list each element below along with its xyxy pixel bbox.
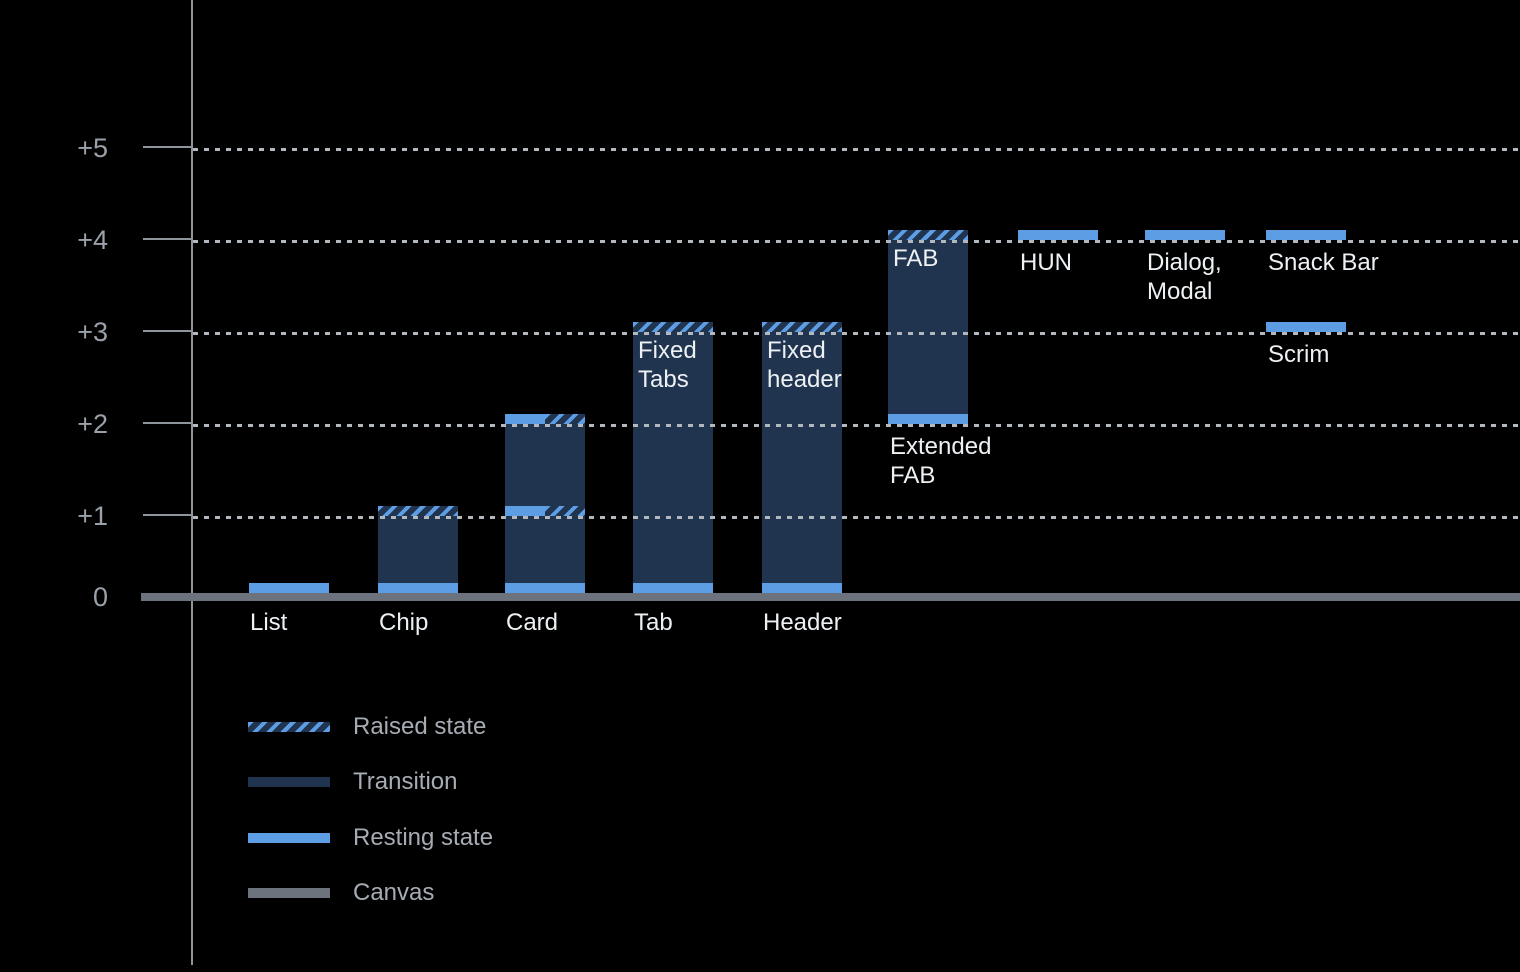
canvas-line bbox=[141, 593, 1520, 601]
tab-label: Fixed Tabs bbox=[638, 337, 697, 393]
chip-raised-band bbox=[378, 506, 458, 516]
card-transition-segment bbox=[505, 424, 585, 583]
list-label: List bbox=[250, 609, 288, 636]
tab-raised-band bbox=[633, 322, 713, 332]
tab-resting-band bbox=[633, 583, 713, 593]
y-tick-label-plus1: +1 bbox=[77, 501, 108, 531]
y-tick-label-plus3: +3 bbox=[77, 317, 108, 347]
y-tick-2 bbox=[143, 422, 193, 424]
y-tick-label-plus2: +2 bbox=[77, 409, 108, 439]
fab-transition-segment bbox=[888, 240, 968, 414]
y-axis-line bbox=[191, 0, 193, 965]
y-tick-label-plus5: +5 bbox=[77, 133, 108, 163]
y-tick-label-0: 0 bbox=[92, 582, 108, 612]
scrim-resting-band bbox=[1266, 322, 1346, 332]
dialog-modal-resting-band bbox=[1145, 230, 1225, 240]
y-tick-label-plus4: +4 bbox=[77, 225, 108, 255]
chip-transition-segment bbox=[378, 516, 458, 583]
scrim-label: Scrim bbox=[1268, 341, 1330, 368]
legend-swatch-canvas bbox=[248, 888, 330, 898]
tab-transition-segment bbox=[633, 332, 713, 583]
card-label: Card bbox=[506, 609, 559, 636]
header-label: Fixed header bbox=[767, 337, 842, 393]
hun-resting-band bbox=[1018, 230, 1098, 240]
chip-label: Chip bbox=[379, 609, 429, 636]
legend-label-raised: Raised state bbox=[353, 713, 487, 740]
card-resting-band bbox=[505, 583, 585, 593]
legend-label-canvas: Canvas bbox=[353, 879, 435, 906]
header-raised-band bbox=[762, 322, 842, 332]
tab-label: Tab bbox=[634, 609, 673, 636]
legend-label-transition: Transition bbox=[353, 768, 458, 795]
legend-label-resting: Resting state bbox=[353, 824, 494, 851]
y-tick-4 bbox=[143, 238, 193, 240]
fab-raised-band bbox=[888, 230, 968, 240]
fab-label: FAB bbox=[893, 245, 939, 272]
y-tick-1 bbox=[143, 514, 193, 516]
gridline-plus-2 bbox=[193, 424, 1520, 427]
legend-swatch-raised bbox=[248, 722, 330, 732]
dialog-modal-label: Dialog, Modal bbox=[1147, 249, 1222, 305]
snack-bar-label: Snack Bar bbox=[1268, 249, 1379, 276]
card-raised-half-band-1 bbox=[545, 506, 585, 516]
legend-swatch-resting bbox=[248, 833, 330, 843]
header-transition-segment bbox=[762, 332, 842, 583]
y-tick-5 bbox=[143, 146, 193, 148]
fab-label: Extended FAB bbox=[890, 433, 992, 489]
header-label: Header bbox=[763, 609, 842, 636]
gridline-plus-3 bbox=[193, 332, 1520, 335]
list-resting-band bbox=[249, 583, 329, 593]
gridline-plus-5 bbox=[193, 148, 1520, 151]
card-raised-half-band-2 bbox=[545, 414, 585, 424]
card-resting-half-band-1 bbox=[505, 506, 545, 516]
gridline-plus-1 bbox=[193, 516, 1520, 519]
chip-resting-band bbox=[378, 583, 458, 593]
header-resting-band bbox=[762, 583, 842, 593]
fab-resting-band bbox=[888, 414, 968, 424]
gridline-plus-4 bbox=[193, 240, 1520, 243]
y-tick-3 bbox=[143, 330, 193, 332]
legend-swatch-transition bbox=[248, 777, 330, 787]
card-resting-half-band-2 bbox=[505, 414, 545, 424]
hun-label: HUN bbox=[1020, 249, 1072, 276]
snack-bar-resting-band bbox=[1266, 230, 1346, 240]
